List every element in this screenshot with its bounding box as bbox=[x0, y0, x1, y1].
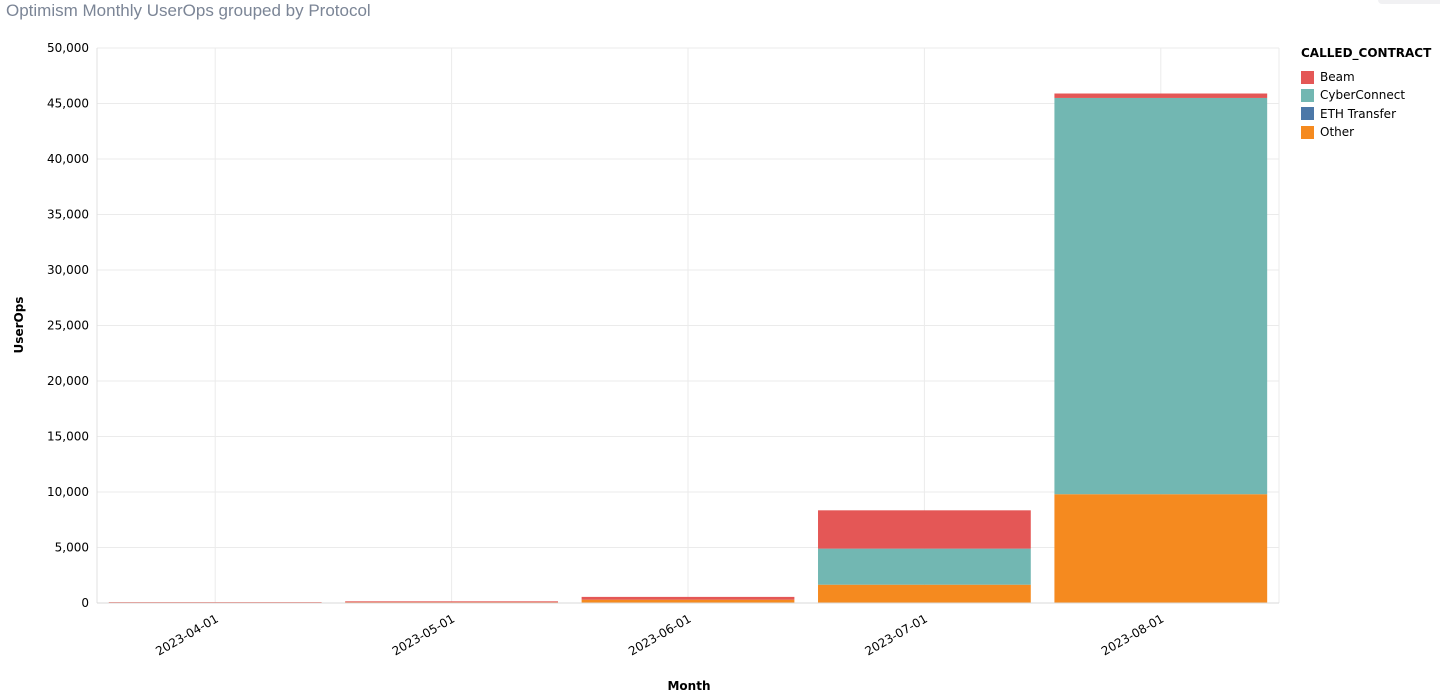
legend-item[interactable]: CyberConnect bbox=[1301, 86, 1431, 104]
legend-item[interactable]: Beam bbox=[1301, 68, 1431, 86]
y-tick-label: 5,000 bbox=[55, 541, 89, 555]
bar-segment-beam[interactable] bbox=[1054, 93, 1268, 98]
x-axis-title: Month bbox=[667, 679, 710, 693]
legend-swatch bbox=[1301, 107, 1314, 121]
chart-title: Optimism Monthly UserOps grouped by Prot… bbox=[6, 1, 371, 20]
legend-label: Beam bbox=[1320, 70, 1355, 85]
bars bbox=[108, 93, 1268, 604]
legend-label: CyberConnect bbox=[1320, 88, 1406, 103]
window-handle bbox=[1378, 0, 1440, 4]
x-tick-label: 2023-08-01 bbox=[1099, 611, 1166, 658]
bar-segment-cyberconnect[interactable] bbox=[818, 548, 1031, 585]
legend-title: CALLED_CONTRACT bbox=[1301, 46, 1432, 60]
bar-segment-other[interactable] bbox=[818, 584, 1031, 603]
legend: CALLED_CONTRACT Beam CyberConnect ETH Tran… bbox=[1301, 46, 1431, 141]
y-tick-label: 25,000 bbox=[47, 319, 89, 333]
legend-items: Beam CyberConnect ETH Transfer Other bbox=[1301, 68, 1431, 141]
y-axis-title: UserOps bbox=[12, 297, 26, 354]
x-tick-label: 2023-04-01 bbox=[153, 611, 220, 658]
bar-segment-beam[interactable] bbox=[345, 601, 558, 603]
y-tick-label: 40,000 bbox=[47, 152, 89, 166]
legend-label: Other bbox=[1320, 125, 1355, 140]
bar-segment-beam[interactable] bbox=[581, 596, 795, 600]
x-tick-label: 2023-05-01 bbox=[390, 611, 457, 658]
y-tick-label: 20,000 bbox=[47, 374, 89, 388]
legend-item[interactable]: Other bbox=[1301, 123, 1431, 141]
y-tick-label: 10,000 bbox=[47, 485, 89, 499]
bar-segment-other[interactable] bbox=[1054, 494, 1268, 603]
bar-segment-beam[interactable] bbox=[818, 510, 1031, 549]
legend-swatch bbox=[1301, 125, 1314, 139]
bar-segment-other[interactable] bbox=[581, 599, 795, 603]
y-tick-label: 30,000 bbox=[47, 263, 89, 277]
x-tick-label: 2023-07-01 bbox=[862, 611, 929, 658]
legend-swatch bbox=[1301, 88, 1314, 102]
y-tick-label: 50,000 bbox=[47, 41, 89, 55]
bar-segment-cyberconnect[interactable] bbox=[1054, 97, 1268, 495]
legend-swatch bbox=[1301, 70, 1314, 84]
y-tick-label: 15,000 bbox=[47, 430, 89, 444]
x-tick-label: 2023-06-01 bbox=[626, 611, 693, 658]
y-tick-label: 45,000 bbox=[47, 97, 89, 111]
legend-item[interactable]: ETH Transfer bbox=[1301, 105, 1431, 123]
y-tick-label: 0 bbox=[81, 596, 89, 610]
y-tick-label: 35,000 bbox=[47, 208, 89, 222]
legend-label: ETH Transfer bbox=[1320, 106, 1397, 121]
